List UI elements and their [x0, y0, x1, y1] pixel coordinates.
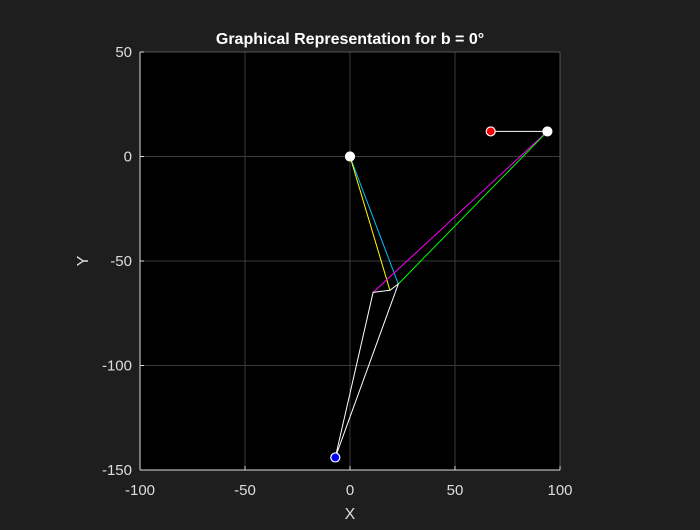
ticks: -100 -50 0 50 100 -150 -100 -50 0 50: [102, 44, 573, 499]
joint-marker-1: [542, 126, 553, 137]
series-line-4: [334, 282, 400, 458]
x-tick-label: 0: [346, 482, 354, 499]
joint-marker-2: [485, 126, 496, 137]
x-axis-label: X: [345, 506, 356, 523]
y-tick-label: 0: [124, 149, 132, 166]
points-layer: [330, 126, 553, 463]
x-tick-label: 100: [547, 482, 572, 499]
y-tick-label: -50: [110, 253, 132, 270]
chart-title: Graphical Representation for b = 0°: [216, 31, 484, 48]
joint-marker-0: [344, 151, 356, 162]
x-tick-label: -50: [234, 482, 256, 499]
y-tick-label: -150: [102, 462, 132, 479]
x-tick-label: 50: [447, 482, 464, 499]
y-tick-label: 50: [115, 44, 132, 61]
series-line-3: [397, 131, 548, 285]
x-tick-label: -100: [125, 482, 155, 499]
y-tick-label: -100: [102, 358, 132, 375]
series-line-1: [349, 156, 391, 291]
series-line-2: [372, 131, 548, 293]
y-axis-label: Y: [75, 255, 92, 266]
series-line-0: [349, 156, 399, 285]
joint-marker-3: [330, 452, 341, 463]
series-layer: [334, 130, 548, 458]
